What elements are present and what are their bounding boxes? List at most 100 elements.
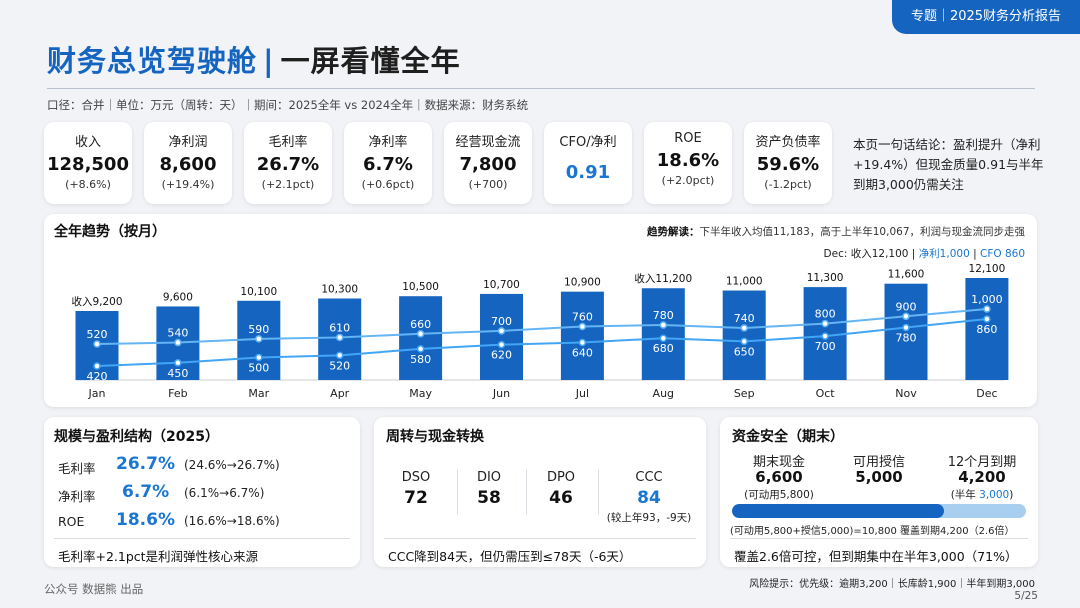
kpi-value: 59.6% (756, 154, 820, 175)
page-number: 5/25 (1014, 590, 1038, 602)
net-profit-label: 800 (815, 308, 836, 321)
kpi-change: (+19.4%) (161, 178, 215, 191)
divider (598, 470, 599, 514)
net-profit-label: 780 (653, 309, 674, 322)
net-profit-point (983, 305, 991, 313)
kpi-label: 收入 (74, 135, 101, 150)
row-value: 26.7% (116, 454, 175, 474)
kpi-label: 经营现金流 (455, 135, 521, 150)
structure-row-net: 净利率 6.7% (6.1%→6.7%) (58, 482, 264, 505)
turnover-title: 周转与现金转换 (386, 429, 484, 445)
net-profit-label: 660 (410, 318, 431, 331)
revenue-bar (480, 293, 523, 380)
ccc-note: (较上年93，-9天) (606, 512, 692, 524)
kpi-card-cfo-ratio: CFO/净利 0.91 (544, 122, 632, 204)
revenue-bar-label: 收入9,200 (71, 295, 122, 308)
divider (730, 538, 1028, 539)
net-profit-point (497, 327, 506, 335)
x-tick-label: Mar (248, 387, 269, 400)
legend-net: 净利1,000 (918, 248, 970, 260)
cash-label: 期末现金 (752, 455, 805, 470)
net-profit-point (578, 322, 587, 331)
row-range: (24.6%→26.7%) (184, 458, 280, 472)
divider (54, 538, 350, 539)
cfo-label: 860 (976, 323, 997, 336)
dso-value: 72 (404, 488, 428, 508)
maturity-sub: (半年 3,000) (934, 487, 1030, 502)
revenue-bar-label: 10,500 (402, 281, 439, 293)
cfo-label: 580 (410, 353, 431, 366)
kpi-label: ROE (674, 131, 702, 146)
x-tick-label: Dec (976, 387, 997, 400)
revenue-bar-label: 10,300 (321, 283, 358, 295)
kpi-label: 净利润 (168, 135, 208, 150)
net-profit-label: 760 (572, 311, 593, 324)
trend-chart: 收入9,200 Jan 9,600 Feb 10,100 Mar 10,300 Apr 10,5… (71, 263, 1009, 400)
trend-chart-card: 全年趋势（按月） 趋势解读：下半年收入均值11,183，高于上半年10,067，… (44, 214, 1037, 407)
cfo-point (983, 315, 991, 323)
net-profit-point (255, 335, 263, 343)
cash-title: 资金安全（期末） (732, 429, 844, 445)
cfo-point (93, 362, 101, 370)
net-profit-label: 900 (896, 300, 917, 313)
divider (526, 470, 527, 514)
x-tick-label: Nov (895, 387, 917, 400)
divider (457, 470, 458, 514)
revenue-bar-label: 10,700 (483, 279, 520, 291)
net-profit-point (659, 321, 668, 329)
cfo-point (335, 351, 344, 360)
net-profit-point (416, 330, 425, 338)
ccc-value: 84 (637, 488, 661, 508)
x-tick-label: Sep (734, 387, 755, 400)
kpi-label: 资产负债率 (755, 135, 821, 150)
title-main: 财务总览驾驶舱 (47, 44, 258, 78)
kpi-change: (-1.2pct) (764, 178, 812, 191)
kpi-value: 8,600 (159, 154, 217, 175)
turnover-note: CCC降到84天，但仍需压到≤78天（-6天） (388, 549, 632, 564)
coverage-caption: (可动用5,800+授信5,000)=10,800 覆盖到期4,200（2.6倍… (730, 526, 1015, 537)
net-profit-label: 590 (248, 323, 269, 336)
net-profit-point (902, 312, 910, 321)
legend-cfo: CFO 860 (979, 248, 1025, 260)
kpi-label: 毛利率 (268, 135, 308, 150)
coverage-bar-fill (732, 504, 944, 518)
cfo-label: 680 (653, 342, 674, 355)
kpi-value: 6.7% (363, 154, 413, 175)
cfo-point (497, 340, 506, 349)
net-profit-label: 700 (491, 315, 512, 328)
kpi-card-roe: ROE 18.6% (+2.0pct) (644, 122, 732, 204)
footer-risk: 风险提示：优先级：逾期3,200｜长库龄1,900｜半年到期3,000 (749, 579, 1035, 590)
conclusion-text: 本页一句话结论：盈利提升（净利+19.4%）但现金质量0.91与半年到期3,00… (853, 137, 1044, 192)
cfo-line (96, 318, 988, 367)
revenue-bar (560, 291, 604, 380)
structure-title: 规模与盈利结构（2025） (54, 429, 219, 445)
kpi-label: CFO/净利 (559, 135, 617, 150)
x-tick-label: Jul (575, 387, 589, 400)
revenue-bar-label: 9,600 (163, 291, 193, 303)
kpi-value: 128,500 (47, 154, 129, 175)
structure-row-gross: 毛利率 26.7% (24.6%→26.7%) (58, 454, 280, 477)
row-value: 6.7% (122, 482, 170, 502)
cash-safety-card: 资金安全（期末） 期末现金 6,600 (可动用5,800) 可用授信 5,00… (720, 417, 1038, 567)
kpi-card-debt-ratio: 资产负债率 59.6% (-1.2pct) (744, 122, 832, 204)
kpi-card-gross-margin: 毛利率 26.7% (+2.1pct) (244, 122, 332, 204)
dpo-value: 46 (549, 488, 573, 508)
cfo-label: 420 (87, 370, 108, 383)
kpi-value: 18.6% (656, 150, 720, 171)
kpi-value: 26.7% (256, 154, 320, 175)
revenue-bar-label: 10,100 (240, 286, 277, 298)
dio-value: 58 (477, 488, 501, 508)
cfo-label: 520 (329, 359, 350, 372)
maturity-sub-suffix: ) (1009, 489, 1014, 501)
divider (384, 538, 696, 539)
dso-label: DSO (401, 470, 431, 485)
kpi-value: 0.91 (565, 162, 611, 183)
x-tick-label: Apr (330, 387, 350, 400)
x-tick-label: Feb (168, 387, 187, 400)
cfo-label: 450 (167, 367, 188, 380)
kpi-card-net-margin: 净利率 6.7% (+0.6pct) (344, 122, 432, 204)
net-profit-label: 610 (329, 321, 350, 334)
net-profit-point (740, 324, 748, 332)
row-label: 毛利率 (58, 461, 96, 476)
revenue-bar (884, 283, 928, 380)
